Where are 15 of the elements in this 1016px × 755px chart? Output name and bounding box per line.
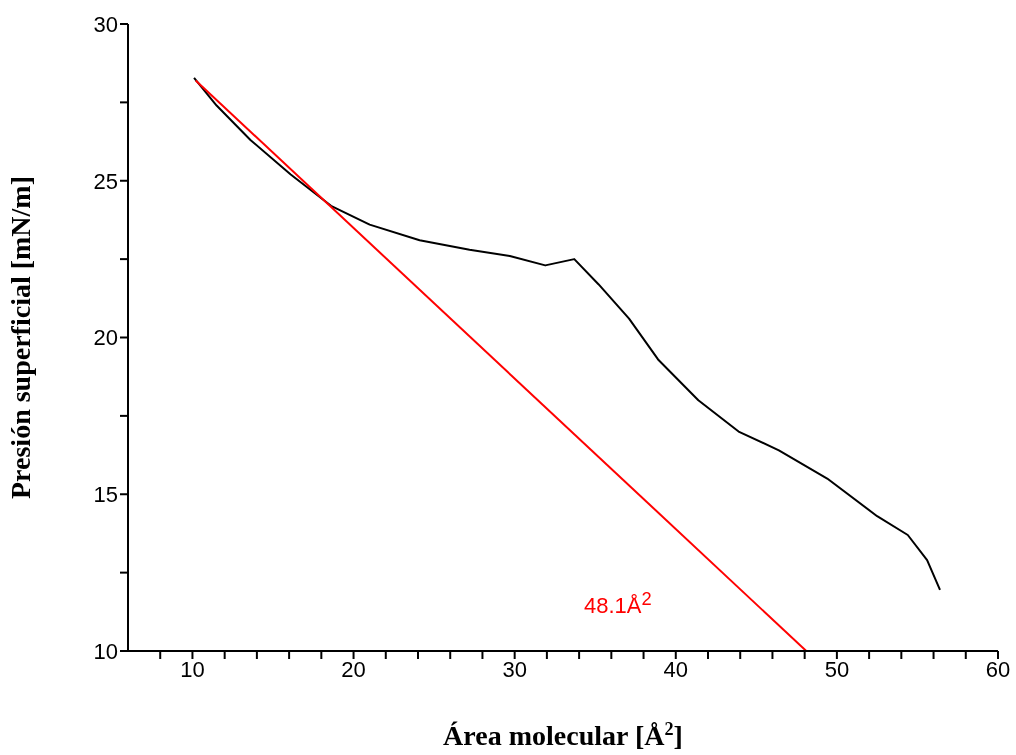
- y-tick-label: 30: [93, 11, 118, 37]
- x-tick-label: 60: [985, 656, 1011, 682]
- y-tick-label: 20: [93, 325, 118, 351]
- y-axis-title: Presión superficial [mN/m]: [5, 176, 36, 499]
- x-tick-label: 20: [341, 656, 366, 682]
- line-series: [193, 76, 941, 591]
- y-tick-label: 10: [93, 638, 118, 664]
- x-tick-label: 30: [502, 656, 527, 682]
- y-tick-label: 25: [93, 168, 118, 194]
- annotation: 48.1Å$^{2}$: [584, 588, 652, 620]
- x-tick-label: 40: [663, 656, 689, 682]
- x-tick-label: 10: [180, 656, 205, 682]
- x-tick-label: 50: [824, 656, 850, 682]
- x-axis-title: Área molecular [Å$^{2}$]: [443, 719, 683, 751]
- y-tick-label: 15: [93, 482, 118, 508]
